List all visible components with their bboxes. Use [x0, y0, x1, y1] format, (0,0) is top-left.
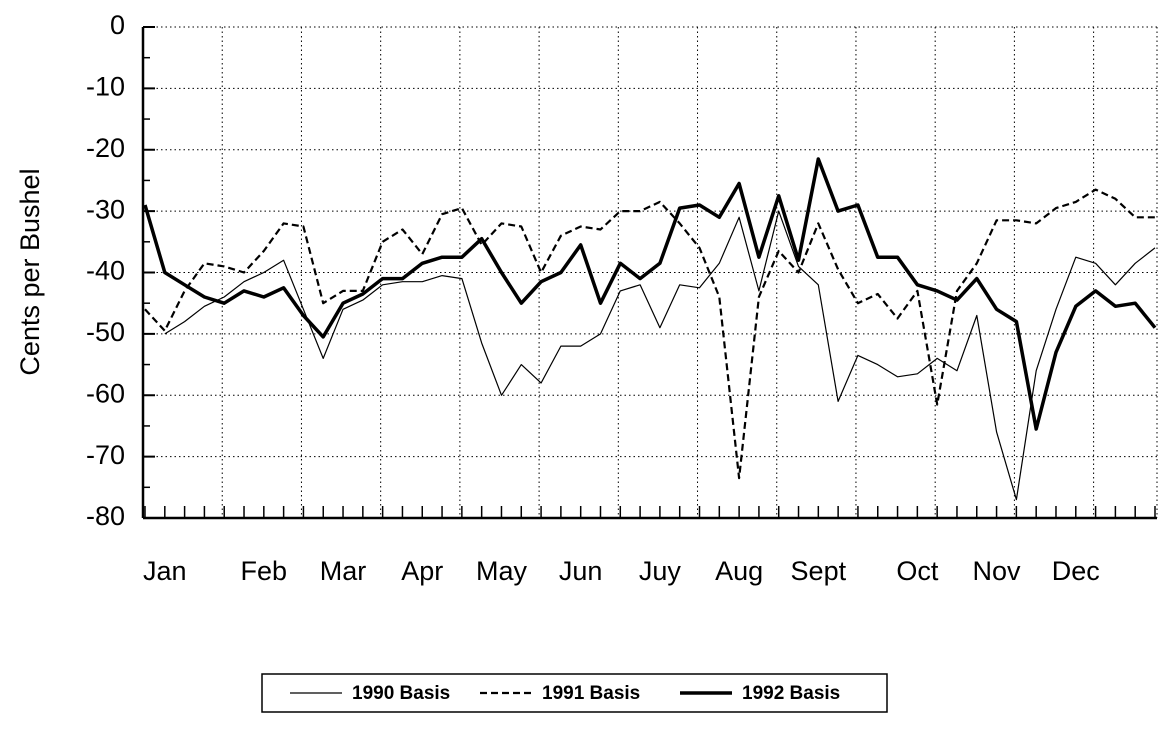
series-line [143, 157, 1157, 431]
y-tick-label: -20 [86, 133, 125, 163]
x-tick-label: Feb [241, 556, 288, 586]
y-tick-label: -70 [86, 440, 125, 470]
x-tick-label: Jun [559, 556, 603, 586]
y-tick-label: -60 [86, 378, 125, 408]
legend-box [261, 673, 888, 713]
x-tick-label: Aug [715, 556, 763, 586]
y-tick-label: 0 [110, 10, 125, 40]
legend-label: 1990 Basis [352, 683, 450, 704]
y-tick-label: -30 [86, 194, 125, 224]
x-tick-label: Nov [973, 556, 1022, 586]
series-line [164, 210, 1156, 501]
y-tick-label: -80 [86, 501, 125, 531]
y-axis-label: Cents per Bushel [15, 168, 45, 375]
x-tick-label: Apr [401, 556, 443, 586]
y-tick-label: -40 [86, 256, 125, 286]
y-tick-label: -10 [86, 72, 125, 102]
x-tick-label: Mar [320, 556, 367, 586]
x-tick-label: Jan [143, 556, 187, 586]
x-tick-label: Juy [639, 556, 682, 586]
x-tick-label: May [476, 556, 528, 586]
x-tick-label: Sept [791, 556, 847, 586]
series-line [144, 188, 1155, 480]
legend-label: 1991 Basis [542, 683, 640, 704]
legend-label: 1992 Basis [742, 683, 840, 704]
x-tick-label: Dec [1052, 556, 1100, 586]
x-tick-label: Oct [896, 556, 939, 586]
y-tick-label: -50 [86, 317, 125, 347]
